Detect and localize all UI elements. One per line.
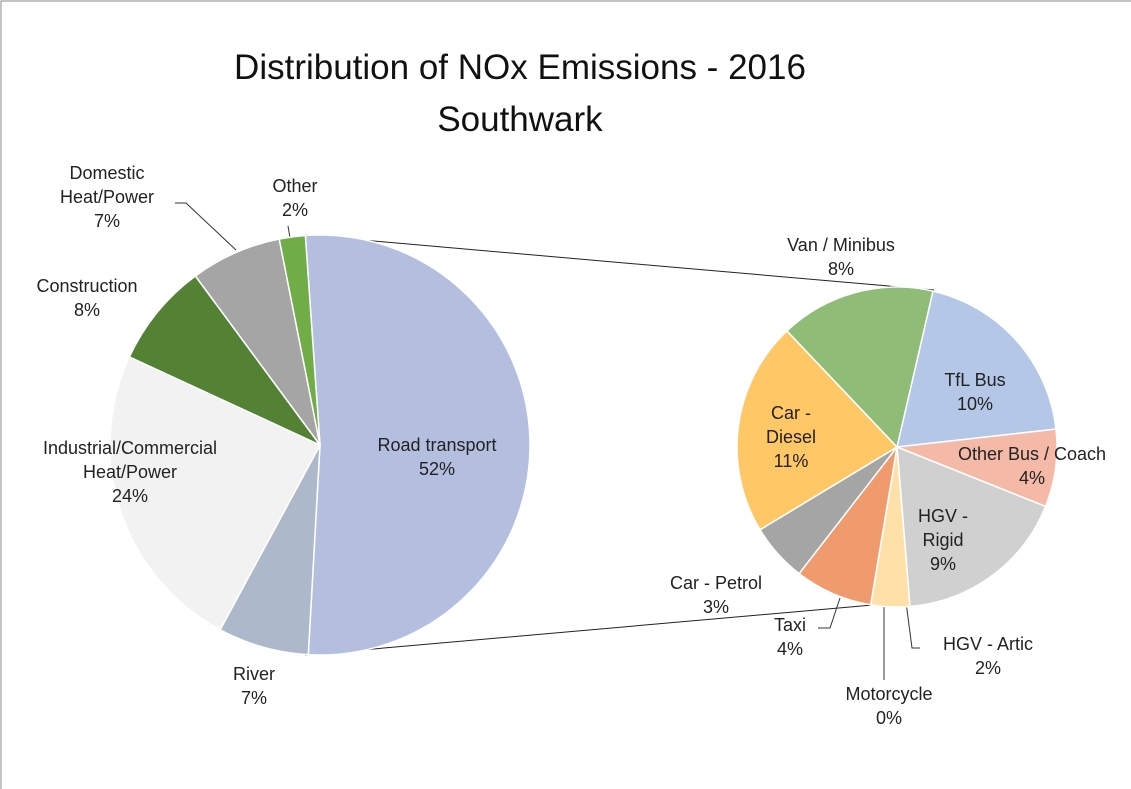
category-label: Van / Minibus [787, 235, 895, 255]
value-label: 7% [240, 688, 267, 708]
pie-slice [304, 234, 531, 656]
leader-line [175, 202, 237, 251]
category-label: HGV - Rigid [917, 506, 968, 550]
value-label: 24% [111, 486, 149, 506]
value-label: 0% [875, 708, 902, 728]
value-label: 8% [827, 259, 854, 279]
category-label: TfL Bus [944, 370, 1006, 390]
value-label: 10% [956, 394, 994, 414]
slice-label: Car - Petrol 3% [651, 571, 781, 619]
value-label: 4% [1018, 468, 1045, 488]
category-label: Car - Diesel [765, 403, 817, 447]
leader-line [905, 601, 920, 649]
connector-line [304, 603, 885, 656]
category-label: Other [272, 176, 318, 196]
value-label: 3% [702, 597, 729, 617]
value-label: 9% [929, 554, 956, 574]
chart-title: Distribution of NOx Emissions - 2016 [234, 48, 806, 87]
value-label: 7% [93, 211, 120, 231]
leader-line [818, 597, 841, 629]
pie-slice [896, 290, 1057, 448]
slice-label: TfL Bus 10% [925, 368, 1025, 416]
pie-slice [278, 234, 321, 446]
pie-slice [128, 274, 321, 446]
value-label: 8% [73, 300, 100, 320]
category-label: Domestic Heat/Power [59, 163, 155, 207]
slice-label: Construction 8% [17, 274, 157, 322]
category-label: River [232, 664, 275, 684]
category-label: Motorcycle [845, 684, 933, 704]
pie-slice [785, 286, 934, 449]
value-label: 2% [281, 200, 308, 220]
slice-label: HGV - Artic 2% [918, 632, 1058, 680]
slice-label: River 7% [214, 662, 294, 710]
value-label: 4% [776, 639, 803, 659]
slice-label: HGV - Rigid 9% [913, 504, 973, 576]
value-label: 2% [974, 658, 1001, 678]
category-label: HGV - Artic [942, 634, 1033, 654]
slice-label: Motorcycle 0% [824, 682, 954, 730]
slice-label: Other Bus / Coach 4% [927, 442, 1131, 490]
category-label: Taxi [773, 615, 806, 635]
category-label: Car - Petrol [669, 573, 763, 593]
slice-label: Road transport 52% [337, 433, 537, 481]
slice-label: Car - Diesel 11% [761, 401, 821, 473]
slice-label: Other 2% [255, 174, 335, 222]
value-label: 52% [418, 459, 456, 479]
pie-slice [109, 355, 322, 631]
value-label: 11% [773, 451, 809, 471]
category-label: Road transport [377, 435, 497, 455]
category-label: Industrial/Commercial Heat/Power [42, 438, 218, 482]
slice-label: Industrial/Commercial Heat/Power 24% [15, 436, 245, 508]
connector-line [304, 234, 935, 291]
slice-label: Van / Minibus 8% [766, 233, 916, 281]
slice-label: Taxi 4% [760, 613, 820, 661]
chart-subtitle: Southwark [437, 100, 603, 139]
leader-line [287, 225, 291, 239]
pie-slice [896, 445, 1047, 608]
category-label: Other Bus / Coach [957, 444, 1107, 464]
pie-slice [736, 329, 899, 531]
category-label: Construction [36, 276, 138, 296]
slice-label: Domestic Heat/Power 7% [52, 161, 162, 233]
